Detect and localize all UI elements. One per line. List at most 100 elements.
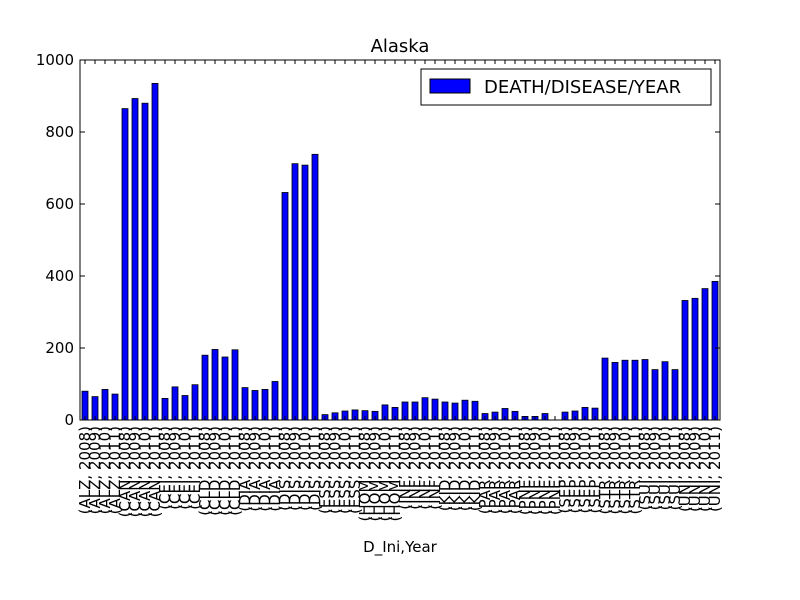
x-tick-label-58: (SUI, 2010) [656, 426, 674, 510]
x-tick-label-10: (CEI, 2010) [176, 426, 194, 510]
legend: DEATH/DISEASE/YEAR [420, 68, 712, 106]
x-tick-label-40: (PAR, 2008) [476, 426, 494, 514]
legend-swatch [429, 78, 471, 94]
y-axis: 0 200 400 600 800 1000 [36, 51, 720, 429]
y-tick-label-4: 800 [45, 123, 74, 141]
x-tick-label-34: (INF, 2010) [416, 426, 434, 510]
x-tick-label-2: (ALZ, 2010) [96, 426, 114, 514]
x-axis: (ALZ, 2008)(ALZ, 2009)(ALZ, 2010)(ALZ, 2… [76, 60, 724, 521]
x-tick-label-41: (PAR, 2009) [486, 426, 504, 514]
x-tick-label-18: (DIA, 2010) [256, 426, 274, 512]
bar-18 [261, 388, 269, 421]
x-tick-label-16: (DIA, 2008) [236, 426, 254, 512]
bar-20 [281, 192, 289, 421]
bar-55 [631, 359, 639, 421]
x-tick-label-5: (CAN, 2009) [126, 426, 144, 517]
x-tick-label-56: (SUI, 2008) [636, 426, 654, 510]
bar-56 [641, 359, 649, 421]
x-tick-label-13: (CLD, 2009) [206, 426, 224, 516]
bar-15 [231, 349, 239, 421]
x-tick-label-52: (STR, 2008) [596, 426, 614, 515]
bar-2 [101, 388, 109, 421]
x-tick-label-12: (CLD, 2008) [196, 426, 214, 516]
bar-5 [131, 98, 139, 421]
x-tick-label-21: (DIS, 2009) [286, 426, 304, 511]
bar-series [81, 83, 719, 421]
x-tick-label-14: (CLD, 2010) [216, 426, 234, 516]
bar-59 [671, 369, 679, 421]
bar-53 [611, 361, 619, 421]
x-tick-label-33: (INF, 2009) [406, 426, 424, 510]
bar-9 [171, 386, 179, 421]
x-tick-label-23: (DIS, 2011) [306, 426, 324, 511]
x-tick-label-30: (HOM, 2010) [376, 426, 394, 521]
bar-11 [191, 384, 199, 421]
x-tick-label-50: (SEP, 2010) [576, 426, 594, 513]
x-tick-label-19: (DIA, 2011) [266, 426, 284, 512]
plot-area [79, 59, 721, 421]
x-tick-label-54: (STR, 2010) [616, 426, 634, 515]
x-tick-label-26: (ESS, 2010) [336, 426, 354, 514]
bar-63 [711, 280, 719, 421]
x-tick-label-22: (DIS, 2010) [296, 426, 314, 511]
x-tick-label-32: (INF, 2008) [396, 426, 414, 510]
bar-22 [301, 164, 309, 421]
bar-58 [661, 361, 669, 421]
x-tick-label-35: (INF, 2011) [426, 426, 444, 510]
x-tick-label-62: (UNI, 2010) [696, 426, 714, 512]
x-tick-label-11: (CEI, 2011) [186, 426, 204, 510]
x-tick-label-51: (SEP, 2011) [586, 426, 604, 513]
x-tick-label-60: (UNI, 2008) [676, 426, 694, 512]
x-tick-label-3: (ALZ, 2011) [106, 426, 124, 514]
x-tick-label-31: (HOM, 2011) [386, 426, 404, 521]
bar-19 [271, 381, 279, 421]
x-tick-label-36: (KID, 2008) [436, 426, 454, 511]
x-tick-label-7: (CAN, 2011) [146, 426, 164, 517]
x-tick-label-24: (ESS, 2008) [316, 426, 334, 514]
x-tick-label-53: (STR, 2009) [606, 426, 624, 515]
x-tick-label-15: (CLD, 2011) [226, 426, 244, 516]
bar-0 [81, 390, 89, 421]
bar-12 [201, 354, 209, 421]
y-tick-label-5: 1000 [36, 51, 74, 69]
x-tick-label-9: (CEI, 2009) [166, 426, 184, 510]
x-tick-label-37: (KID, 2009) [446, 426, 464, 511]
x-tick-label-44: (PNE, 2008) [516, 426, 534, 515]
x-tick-label-17: (DIA, 2009) [246, 426, 264, 512]
bar-21 [291, 163, 299, 421]
y-tick-label-3: 600 [45, 195, 74, 213]
x-tick-label-25: (ESS, 2009) [326, 426, 344, 514]
x-tick-label-45: (PNE, 2009) [526, 426, 544, 515]
chart-title: Alaska [371, 36, 430, 57]
bar-61 [691, 297, 699, 421]
bar-60 [681, 300, 689, 421]
x-axis-label: D_Ini,Year [363, 538, 438, 557]
x-tick-label-49: (SEP, 2009) [566, 426, 584, 513]
x-tick-label-55: (STR, 2011) [626, 426, 644, 515]
x-tick-label-1: (ALZ, 2009) [86, 426, 104, 514]
x-tick-label-6: (CAN, 2010) [136, 426, 154, 517]
x-tick-label-48: (SEP, 2008) [556, 426, 574, 513]
bar-17 [251, 390, 259, 421]
x-tick-label-28: (HOM, 2008) [356, 426, 374, 521]
y-tick-label-2: 400 [45, 267, 74, 285]
legend-label: DEATH/DISEASE/YEAR [484, 77, 681, 98]
x-tick-label-0: (ALZ, 2008) [76, 426, 94, 514]
x-tick-label-43: (PAR, 2011) [506, 426, 524, 514]
x-tick-label-59: (SUI, 2011) [666, 426, 684, 510]
x-tick-label-47: (PNE, 2011) [546, 426, 564, 515]
x-tick-label-63: (UNI, 2011) [706, 426, 724, 512]
x-tick-label-4: (CAN, 2008) [116, 426, 134, 517]
bar-13 [211, 349, 219, 421]
bar-16 [241, 387, 249, 421]
bar-57 [651, 369, 659, 421]
x-tick-label-27: (ESS, 2011) [346, 426, 364, 514]
bar-54 [621, 359, 629, 421]
x-tick-label-20: (DIS, 2008) [276, 426, 294, 511]
bar-14 [221, 356, 229, 421]
x-tick-label-46: (PNE, 2010) [536, 426, 554, 515]
bar-6 [141, 102, 149, 421]
x-tick-label-38: (KID, 2010) [456, 426, 474, 511]
x-tick-label-42: (PAR, 2010) [496, 426, 514, 514]
